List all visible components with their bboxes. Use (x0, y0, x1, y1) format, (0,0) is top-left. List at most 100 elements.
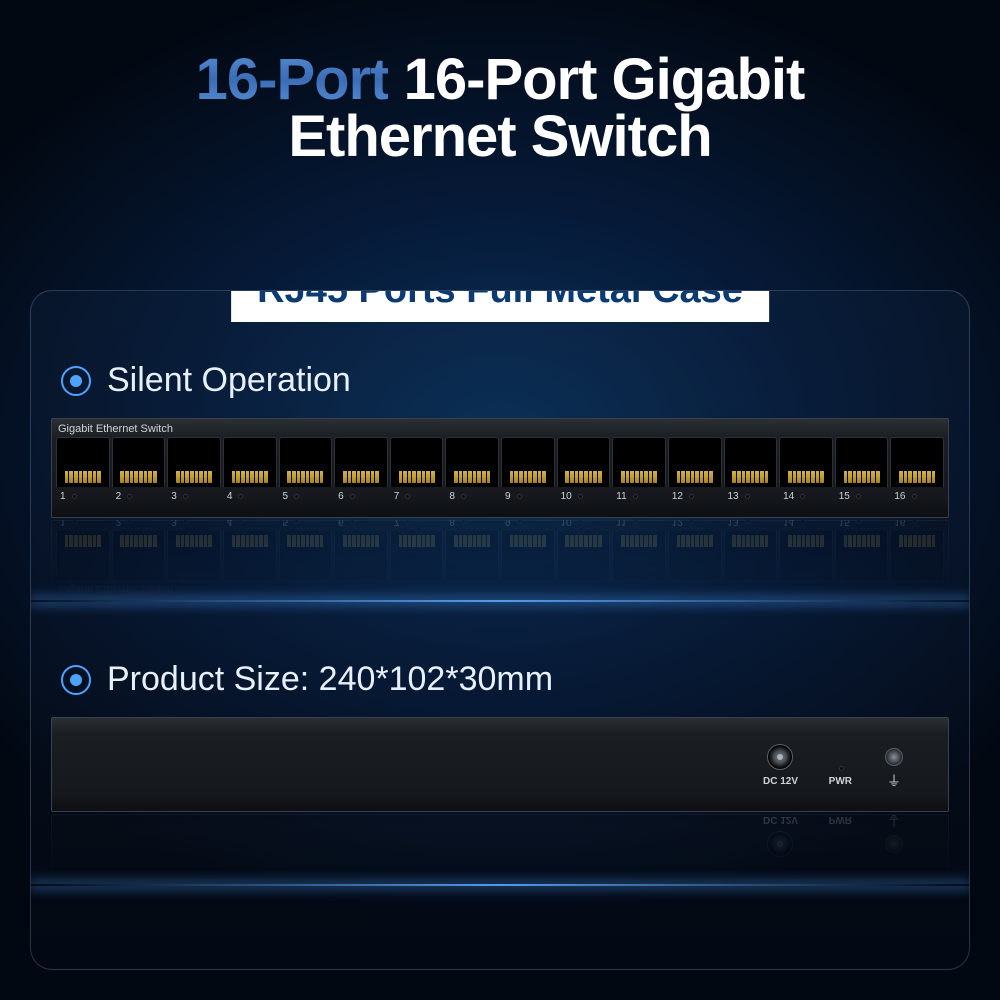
port-led-icon (405, 494, 410, 499)
port-led-icon (578, 519, 583, 524)
rj45-port-icon (724, 437, 778, 487)
port-number-row: 12 (668, 516, 722, 531)
port-led-icon (461, 519, 466, 524)
port-number: 6 (338, 491, 344, 502)
port-number-row: 10 (557, 516, 611, 531)
port-led-icon (127, 519, 132, 524)
port-cell: 2 (112, 516, 166, 581)
rj45-port-icon (890, 437, 944, 487)
switch-front-reflection: Gigabit Ethernet Switch 1234567891011121… (51, 520, 949, 600)
port-led-icon (912, 519, 917, 524)
switch-back-reflection: DC 12V PWR ⏚ (51, 814, 949, 884)
pwr-led-icon (839, 766, 844, 771)
dc-jack-icon (767, 744, 793, 770)
port-led-icon (294, 494, 299, 499)
port-led-icon (689, 519, 694, 524)
port-cell: 7 (390, 516, 444, 581)
port-number-row: 6 (334, 487, 388, 502)
headline-highlight: 16-Port (196, 47, 389, 112)
port-led-icon (405, 519, 410, 524)
port-number-row: 7 (390, 487, 444, 502)
port-led-icon (800, 494, 805, 499)
rj45-port-icon (557, 531, 611, 581)
port-led-icon (856, 519, 861, 524)
port-number: 12 (672, 491, 683, 502)
glow-line (31, 600, 969, 602)
port-number: 2 (116, 491, 122, 502)
ports-row: 12345678910111213141516 (52, 437, 948, 517)
port-cell: 2 (112, 437, 166, 517)
rj45-port-icon (334, 437, 388, 487)
rj45-port-icon (390, 531, 444, 581)
port-number-row: 16 (890, 487, 944, 502)
port-cell: 1 (56, 437, 110, 517)
rj45-port-icon (779, 437, 833, 487)
headline-line-2: Ethernet Switch (0, 107, 1000, 168)
rj45-port-icon (445, 531, 499, 581)
rj45-port-icon (612, 437, 666, 487)
port-number: 16 (894, 491, 905, 502)
port-number-row: 2 (112, 487, 166, 502)
port-cell: 6 (334, 516, 388, 581)
port-cell: 8 (445, 437, 499, 517)
port-cell: 4 (223, 516, 277, 581)
port-cell: 12 (668, 437, 722, 517)
port-number: 15 (839, 491, 850, 502)
switch-front-wrap: Gigabit Ethernet Switch 1234567891011121… (51, 418, 949, 600)
bullet-text: Product Size: 240*102*30mm (107, 660, 553, 699)
headline-rest: 16-Port Gigabit (404, 47, 805, 112)
port-number: 11 (616, 491, 626, 502)
ground-screw-icon (885, 748, 903, 766)
port-number-row: 2 (112, 516, 166, 531)
port-led-icon (633, 519, 638, 524)
rj45-port-icon (112, 531, 166, 581)
port-led-icon (800, 519, 805, 524)
port-cell: 5 (279, 516, 333, 581)
rj45-port-icon (390, 437, 444, 487)
port-led-icon (72, 519, 77, 524)
port-number-row: 10 (557, 487, 611, 502)
port-led-icon (238, 519, 243, 524)
rj45-port-icon (501, 531, 555, 581)
port-number-row: 8 (445, 516, 499, 531)
port-led-icon (689, 494, 694, 499)
port-cell: 13 (724, 437, 778, 517)
port-cell: 3 (167, 437, 221, 517)
port-cell: 16 (890, 437, 944, 517)
rj45-port-icon (557, 437, 611, 487)
port-number-row: 1 (56, 516, 110, 531)
bullet-text: Silent Operation (107, 361, 351, 400)
rj45-port-icon (779, 531, 833, 581)
rj45-port-icon (279, 531, 333, 581)
port-cell: 12 (668, 516, 722, 581)
port-cell: 13 (724, 516, 778, 581)
rj45-port-icon (279, 437, 333, 487)
port-number-row: 9 (501, 516, 555, 531)
rj45-port-icon (167, 531, 221, 581)
port-cell: 10 (557, 437, 611, 517)
port-number: 9 (505, 491, 511, 502)
port-cell: 5 (279, 437, 333, 517)
port-cell: 11 (612, 437, 666, 517)
port-led-icon (127, 494, 132, 499)
port-number: 1 (60, 491, 66, 502)
port-cell: 15 (835, 437, 889, 517)
rj45-port-icon (223, 531, 277, 581)
port-number: 4 (227, 491, 233, 502)
glow-line (31, 884, 969, 886)
rj45-port-icon (835, 437, 889, 487)
port-cell: 10 (557, 516, 611, 581)
port-number-row: 11 (612, 487, 666, 502)
port-led-icon (578, 494, 583, 499)
port-number-row: 12 (668, 487, 722, 502)
rj45-port-icon (501, 437, 555, 487)
port-number: 10 (561, 491, 572, 502)
feature-panel: RJ45 Ports Full Metal Case Silent Operat… (30, 290, 970, 970)
port-number-row: 9 (501, 487, 555, 502)
bullet-icon (61, 366, 91, 396)
port-number: 7 (394, 491, 400, 502)
rj45-port-icon (56, 531, 110, 581)
port-number-row: 14 (779, 487, 833, 502)
port-cell: 4 (223, 437, 277, 517)
port-led-icon (350, 519, 355, 524)
